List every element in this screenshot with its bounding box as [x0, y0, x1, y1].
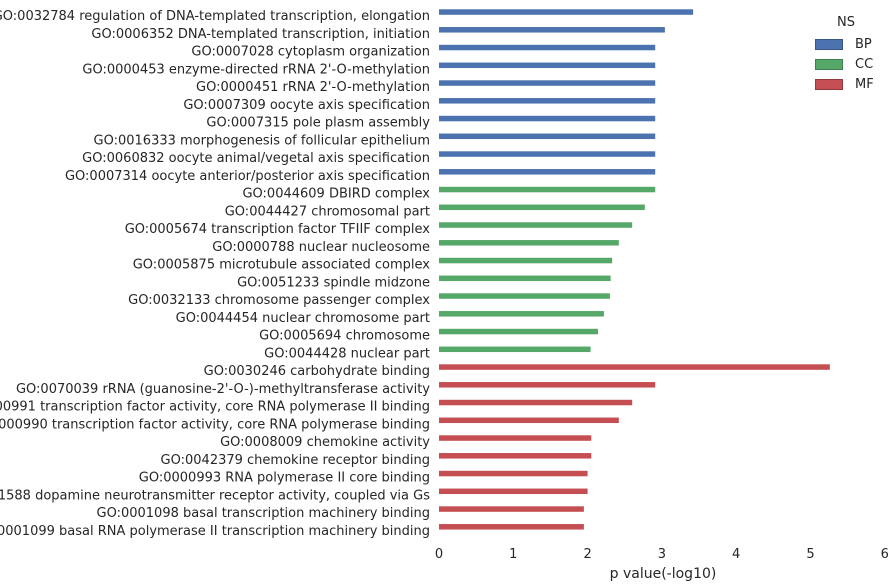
- bar-bp: [439, 169, 656, 175]
- category-label: GO:0016333 morphogenesis of follicular e…: [94, 133, 430, 148]
- x-tick-labels: 0 1 2 3 4 5 6: [435, 547, 889, 562]
- bar-mf: [439, 506, 584, 512]
- bar-cc: [439, 293, 610, 299]
- bar-mf: [439, 453, 592, 459]
- bar-cc: [439, 257, 613, 264]
- bar-cc: [439, 311, 604, 317]
- category-label: GO:0005674 transcription factor TFIIF co…: [125, 222, 431, 237]
- x-axis-label: p value(-log10): [610, 566, 717, 582]
- x-tick-label: 2: [583, 547, 591, 562]
- category-label: GO:0000993 RNA polymerase II core bindin…: [139, 471, 430, 486]
- bar-bp: [439, 80, 656, 86]
- bar-mf: [439, 470, 588, 477]
- legend-label-cc: CC: [855, 56, 874, 72]
- bar-bp: [439, 27, 665, 33]
- bar-cc: [439, 240, 619, 246]
- bar-cc: [439, 328, 598, 335]
- category-label: GO:0044428 nuclear part: [264, 346, 430, 361]
- category-label: GO:0001098 basal transcription machinery…: [97, 506, 431, 521]
- category-label: GO:0051233 spindle midzone: [237, 275, 430, 290]
- category-labels: GO:0032784 regulation of DNA-templated t…: [0, 9, 430, 539]
- bar-mf: [439, 524, 584, 530]
- legend-item-bp: BP: [815, 34, 874, 54]
- category-label: GO:0044427 chromosomal part: [225, 204, 430, 219]
- x-tick-label: 3: [658, 547, 666, 562]
- category-label: GO:0000990 transcription factor activity…: [0, 417, 430, 432]
- category-label: GO:0007315 pole plasm assembly: [206, 116, 430, 131]
- bar-cc: [439, 222, 633, 228]
- bars-group: [439, 9, 830, 530]
- bar-bp: [439, 133, 656, 140]
- category-label: GO:0032784 regulation of DNA-templated t…: [0, 9, 430, 24]
- bar-cc: [439, 204, 645, 211]
- bar-mf: [439, 399, 633, 406]
- bar-bp: [439, 62, 656, 69]
- category-label: GO:0008009 chemokine activity: [220, 435, 430, 450]
- bar-mf: [439, 364, 830, 370]
- category-label: GO:0030246 carbohydrate binding: [204, 364, 430, 379]
- category-label: GO:0007028 cytoplasm organization: [191, 45, 430, 60]
- bar-cc: [439, 346, 591, 353]
- category-label: GO:0000991 transcription factor activity…: [0, 400, 430, 415]
- x-tick-label: 1: [509, 547, 517, 562]
- legend-label-bp: BP: [855, 36, 872, 52]
- category-label: GO:0000453 enzyme-directed rRNA 2'-O-met…: [82, 62, 430, 77]
- category-label: GO:0060832 oocyte animal/vegetal axis sp…: [82, 151, 430, 166]
- category-label: GO:0005694 chromosome: [259, 329, 430, 344]
- legend: NS BP CC MF: [815, 15, 874, 94]
- category-label: GO:0001099 basal RNA polymerase II trans…: [0, 524, 430, 539]
- legend-swatch-cc: [815, 58, 843, 70]
- category-label: GO:0000451 rRNA 2'-O-methylation: [196, 80, 430, 95]
- legend-item-mf: MF: [815, 74, 874, 94]
- legend-swatch-mf: [815, 78, 843, 90]
- legend-label-mf: MF: [855, 76, 874, 92]
- bar-cc: [439, 275, 611, 282]
- category-label: GO:0070039 rRNA (guanosine-2'-O-)-methyl…: [16, 382, 430, 397]
- legend-item-cc: CC: [815, 54, 874, 74]
- bar-mf: [439, 417, 619, 424]
- category-label: GO:0032133 chromosome passenger complex: [128, 293, 430, 308]
- category-label: GO:0005875 microtubule associated comple…: [133, 258, 431, 273]
- bar-bp: [439, 44, 656, 51]
- category-label: GO:0007309 oocyte axis specification: [183, 98, 430, 113]
- category-label: GO:0006352 DNA-templated transcription, …: [91, 27, 430, 42]
- legend-title: NS: [837, 15, 855, 30]
- bar-bp: [439, 98, 656, 104]
- category-label: GO:0000788 nuclear nucleosome: [212, 240, 430, 255]
- x-tick-label: 6: [881, 547, 889, 562]
- bar-cc: [439, 186, 656, 193]
- x-tick-label: 4: [732, 547, 740, 562]
- bar-bp: [439, 115, 656, 122]
- bar-mf: [439, 488, 588, 495]
- category-label: GO:0001588 dopamine neurotransmitter rec…: [0, 488, 430, 503]
- category-label: GO:0007314 oocyte anterior/posterior axi…: [65, 169, 430, 184]
- x-tick-label: 5: [806, 547, 814, 562]
- category-label: GO:0042379 chemokine receptor binding: [161, 453, 430, 468]
- category-label: GO:0044454 nuclear chromosome part: [176, 311, 430, 326]
- category-label: GO:0044609 DBIRD complex: [242, 187, 430, 202]
- legend-swatch-bp: [815, 38, 843, 50]
- bar-mf: [439, 435, 592, 441]
- bar-bp: [439, 151, 656, 157]
- x-tick-label: 0: [435, 547, 443, 562]
- bar-mf: [439, 382, 656, 388]
- bar-bp: [439, 9, 694, 15]
